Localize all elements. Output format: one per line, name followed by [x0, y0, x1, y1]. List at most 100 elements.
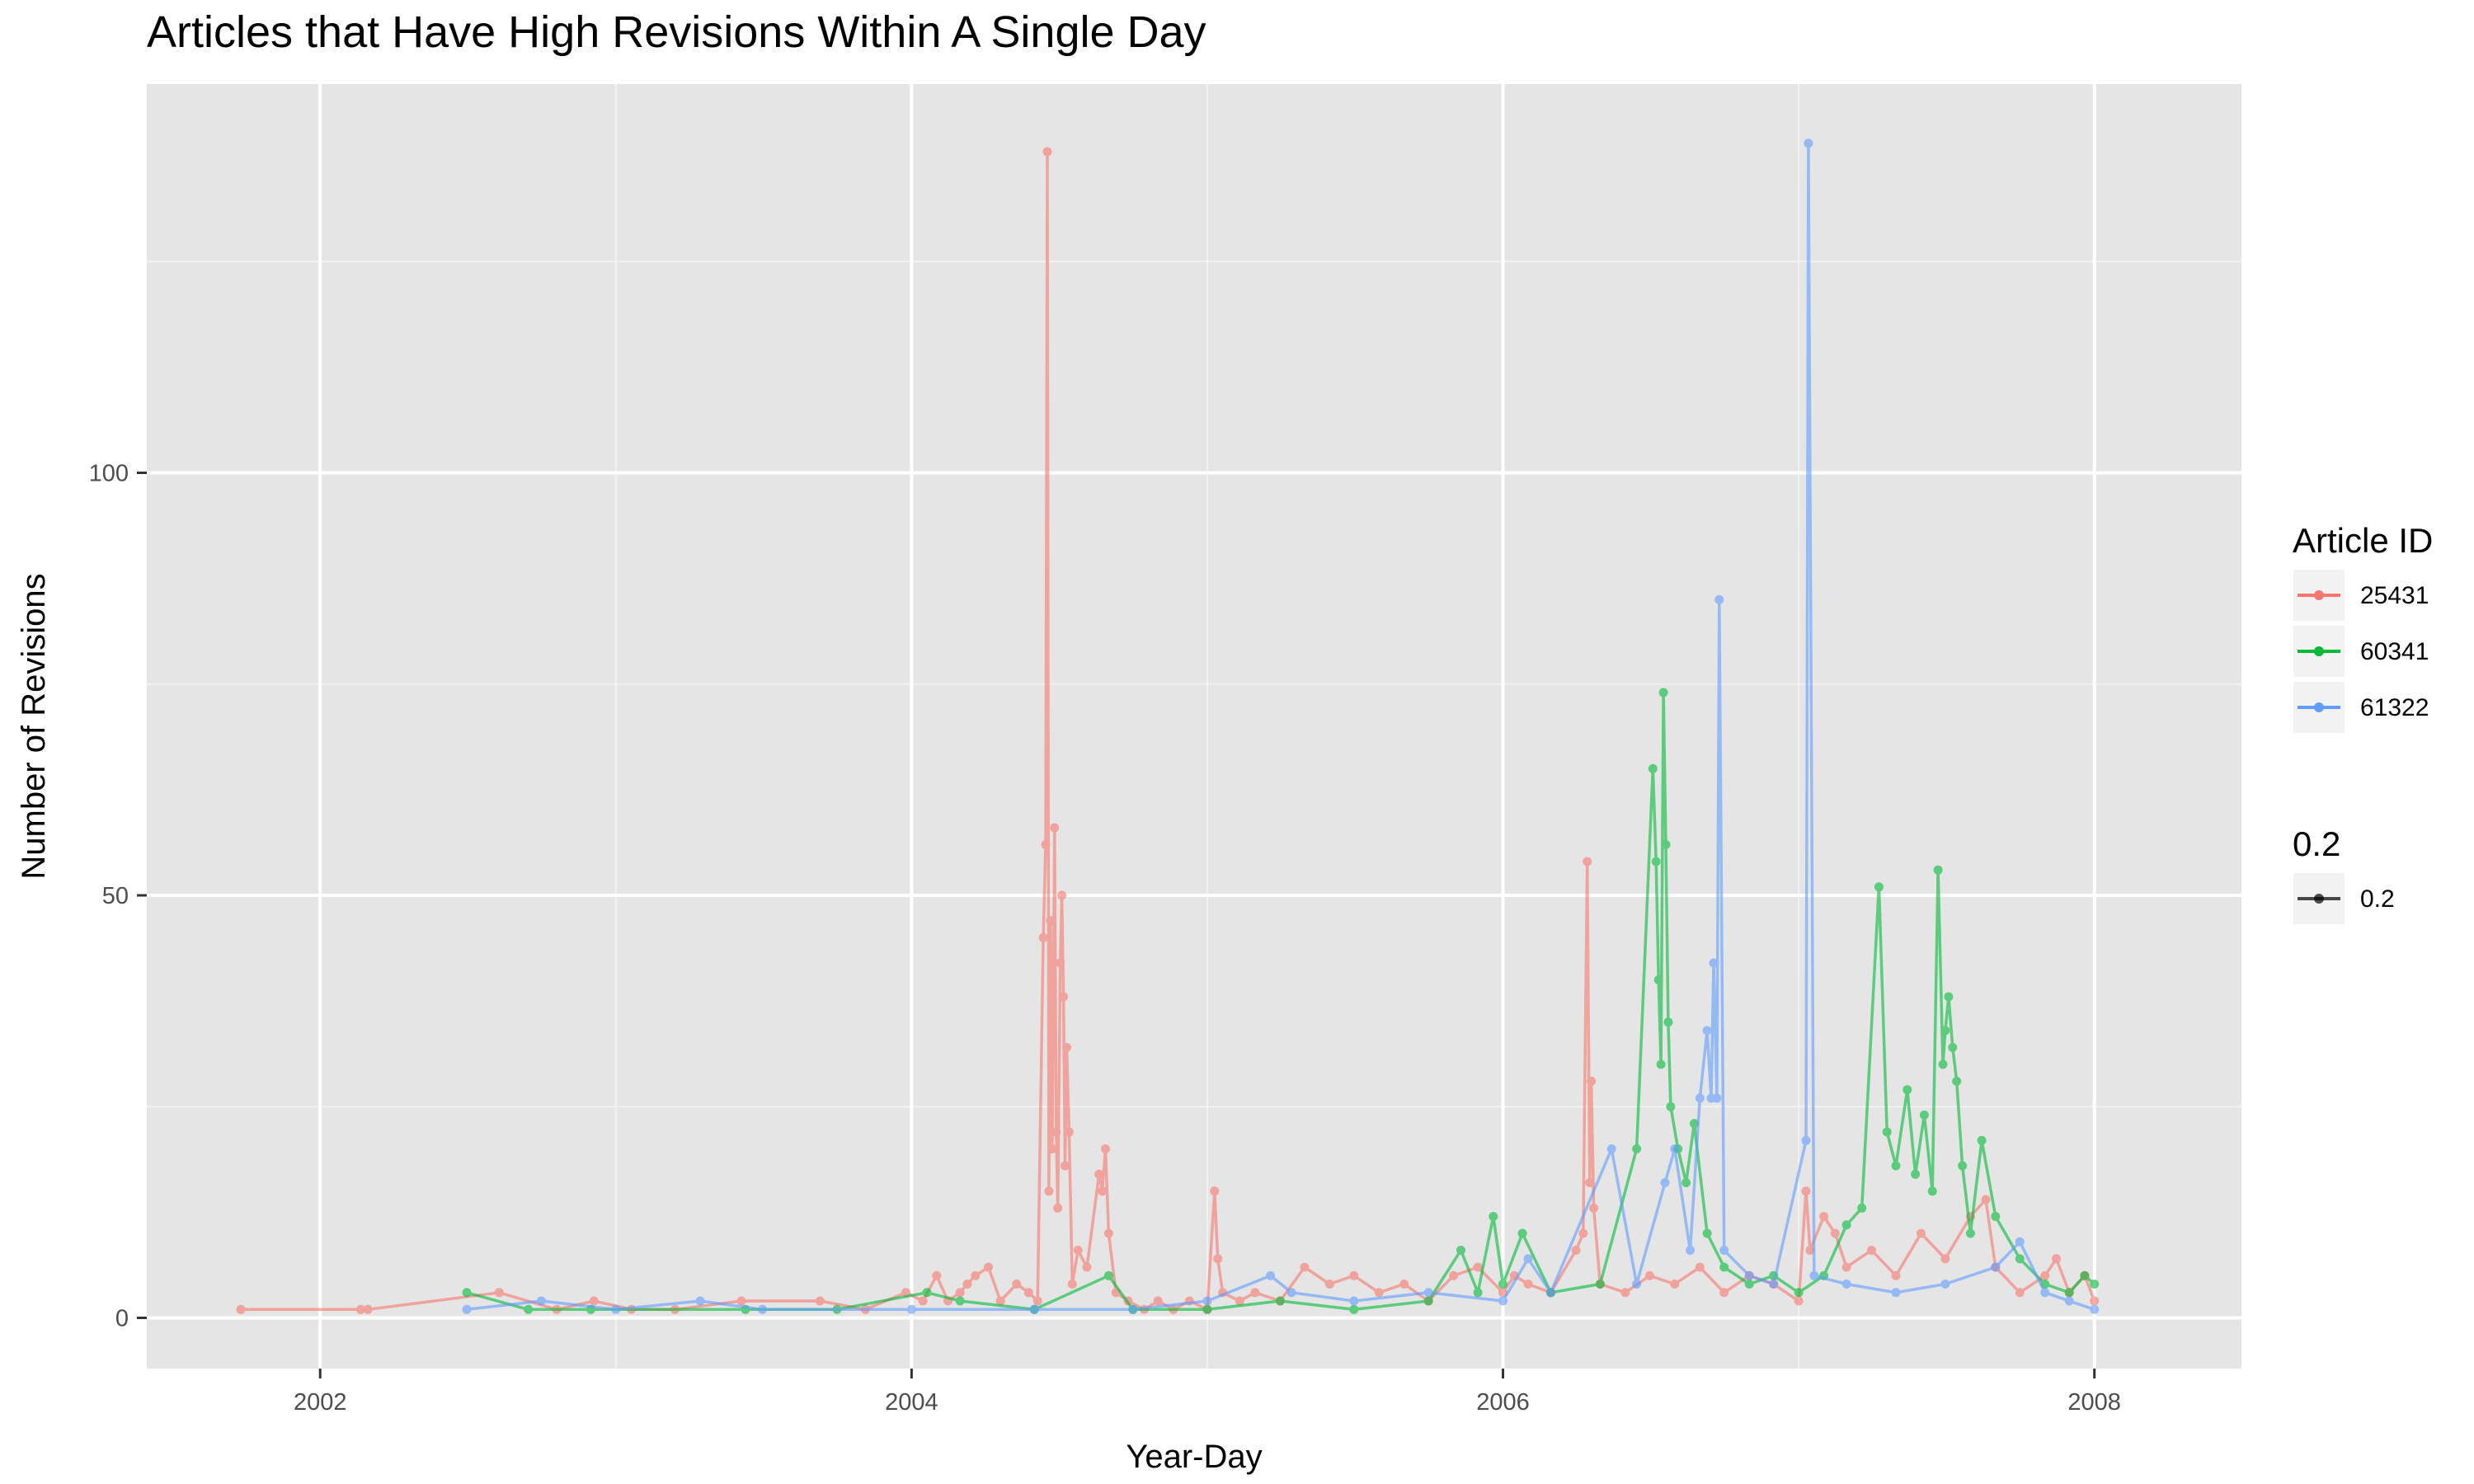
data-point — [1235, 1296, 1244, 1306]
data-point — [1349, 1296, 1359, 1306]
data-point — [1073, 1246, 1083, 1255]
data-point — [1666, 1101, 1676, 1111]
data-point — [1064, 1127, 1074, 1137]
data-point — [355, 1304, 365, 1314]
data-point — [1082, 1262, 1092, 1272]
data-point — [1670, 1280, 1680, 1289]
data-point — [2015, 1288, 2025, 1298]
data-point — [1660, 1178, 1670, 1187]
data-point — [1804, 139, 1813, 148]
data-point — [2015, 1237, 2025, 1247]
data-point — [1857, 1203, 1867, 1213]
data-point — [1250, 1288, 1260, 1298]
data-point — [1940, 1254, 1950, 1264]
data-point — [2080, 1270, 2090, 1280]
x-tick-label: 2002 — [294, 1389, 347, 1416]
data-point — [1202, 1304, 1212, 1314]
data-point — [1523, 1254, 1533, 1264]
x-axis-title: Year-Day — [1126, 1439, 1262, 1475]
data-point — [1648, 763, 1658, 773]
plot-panel — [147, 84, 2241, 1369]
data-point — [2052, 1254, 2061, 1264]
data-point — [932, 1270, 942, 1280]
data-point — [1094, 1169, 1104, 1179]
data-point — [1349, 1304, 1359, 1314]
data-point — [1702, 1026, 1712, 1036]
data-point — [1891, 1161, 1901, 1171]
data-point — [1595, 1280, 1605, 1289]
data-point — [1300, 1262, 1310, 1272]
data-point — [1940, 1280, 1950, 1289]
grid-lines — [147, 84, 2241, 1369]
data-point — [2015, 1254, 2025, 1264]
data-point — [1101, 1144, 1110, 1153]
legend-title: Article ID — [2293, 521, 2433, 560]
data-point — [1606, 1144, 1616, 1153]
data-point — [1210, 1186, 1220, 1196]
data-point — [1042, 147, 1052, 157]
data-point — [1882, 1127, 1892, 1137]
series-61322 — [462, 139, 2100, 1314]
data-point — [1903, 1085, 1912, 1095]
data-point — [2064, 1296, 2074, 1306]
data-point — [1059, 992, 1069, 1002]
legend-label: 61322 — [2360, 694, 2429, 721]
data-point — [1029, 1304, 1039, 1314]
data-point — [1041, 840, 1051, 849]
data-point — [1919, 1111, 1929, 1120]
data-point — [1744, 1270, 1754, 1280]
data-point — [1050, 823, 1060, 833]
data-point — [1632, 1280, 1642, 1289]
data-point — [1423, 1288, 1433, 1298]
data-point — [2090, 1296, 2100, 1306]
data-point — [2090, 1280, 2100, 1289]
data-point — [1449, 1270, 1459, 1280]
data-point — [1571, 1246, 1581, 1255]
data-point — [1981, 1195, 1991, 1205]
data-point — [922, 1288, 932, 1298]
data-point — [1719, 1246, 1729, 1255]
data-point — [1805, 1246, 1815, 1255]
data-point — [1670, 1144, 1680, 1153]
data-point — [1801, 1186, 1811, 1196]
data-point — [1841, 1280, 1851, 1289]
data-point — [736, 1296, 746, 1306]
data-point — [1965, 1228, 1975, 1238]
data-point — [1286, 1288, 1296, 1298]
data-point — [611, 1304, 621, 1314]
data-point — [1991, 1212, 2001, 1221]
y-axis-title: Number of Revisions — [16, 573, 52, 879]
data-point — [1456, 1246, 1465, 1255]
data-point — [1651, 857, 1661, 866]
data-point — [1423, 1296, 1433, 1306]
data-point — [1661, 840, 1671, 849]
data-point — [1689, 1119, 1699, 1129]
data-point — [1103, 1270, 1113, 1280]
data-point — [462, 1304, 472, 1314]
data-point — [2090, 1304, 2100, 1314]
data-point — [1473, 1262, 1483, 1272]
legend-item-60341: 60341 — [2292, 624, 2429, 679]
data-point — [1032, 1296, 1042, 1306]
data-point — [2064, 1288, 2074, 1298]
data-point — [1663, 1017, 1673, 1027]
data-point — [1051, 1127, 1061, 1137]
data-point — [1874, 882, 1884, 892]
data-point — [1587, 1077, 1597, 1086]
data-point — [1062, 1043, 1071, 1052]
data-point — [1324, 1280, 1334, 1289]
data-point — [1891, 1288, 1901, 1298]
data-point — [1128, 1304, 1138, 1314]
data-point — [363, 1304, 373, 1314]
data-point — [236, 1304, 246, 1314]
data-point — [1927, 1186, 1937, 1196]
data-point — [1153, 1296, 1163, 1306]
data-point — [1944, 992, 1954, 1002]
legend-entries: 25431 60341 61322 — [2292, 568, 2429, 735]
data-point — [1891, 1270, 1901, 1280]
data-point — [1275, 1296, 1285, 1306]
data-point — [1940, 1026, 1950, 1036]
data-point — [1841, 1220, 1851, 1230]
data-point — [1714, 594, 1724, 604]
